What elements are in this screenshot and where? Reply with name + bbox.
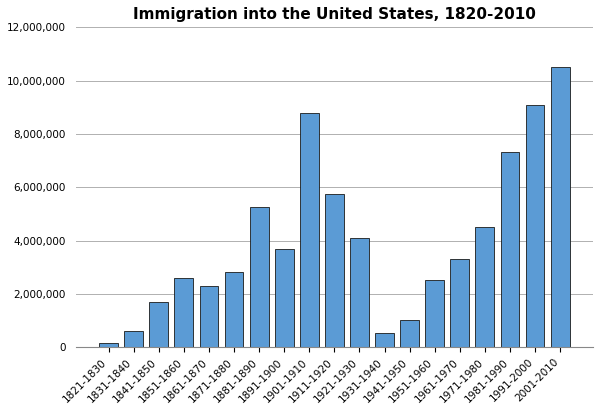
Bar <box>175 278 193 347</box>
Bar <box>275 249 293 347</box>
Bar <box>250 207 269 347</box>
Bar <box>200 286 218 347</box>
Bar <box>500 152 520 347</box>
Bar <box>99 344 118 347</box>
Title: Immigration into the United States, 1820-2010: Immigration into the United States, 1820… <box>133 7 536 22</box>
Bar <box>425 280 444 347</box>
Bar <box>375 333 394 347</box>
Bar <box>224 272 244 347</box>
Bar <box>300 113 319 347</box>
Bar <box>350 238 369 347</box>
Bar <box>325 194 344 347</box>
Bar <box>451 259 469 347</box>
Bar <box>149 302 168 347</box>
Bar <box>124 331 143 347</box>
Bar <box>551 67 569 347</box>
Bar <box>526 105 544 347</box>
Bar <box>475 227 494 347</box>
Bar <box>400 320 419 347</box>
